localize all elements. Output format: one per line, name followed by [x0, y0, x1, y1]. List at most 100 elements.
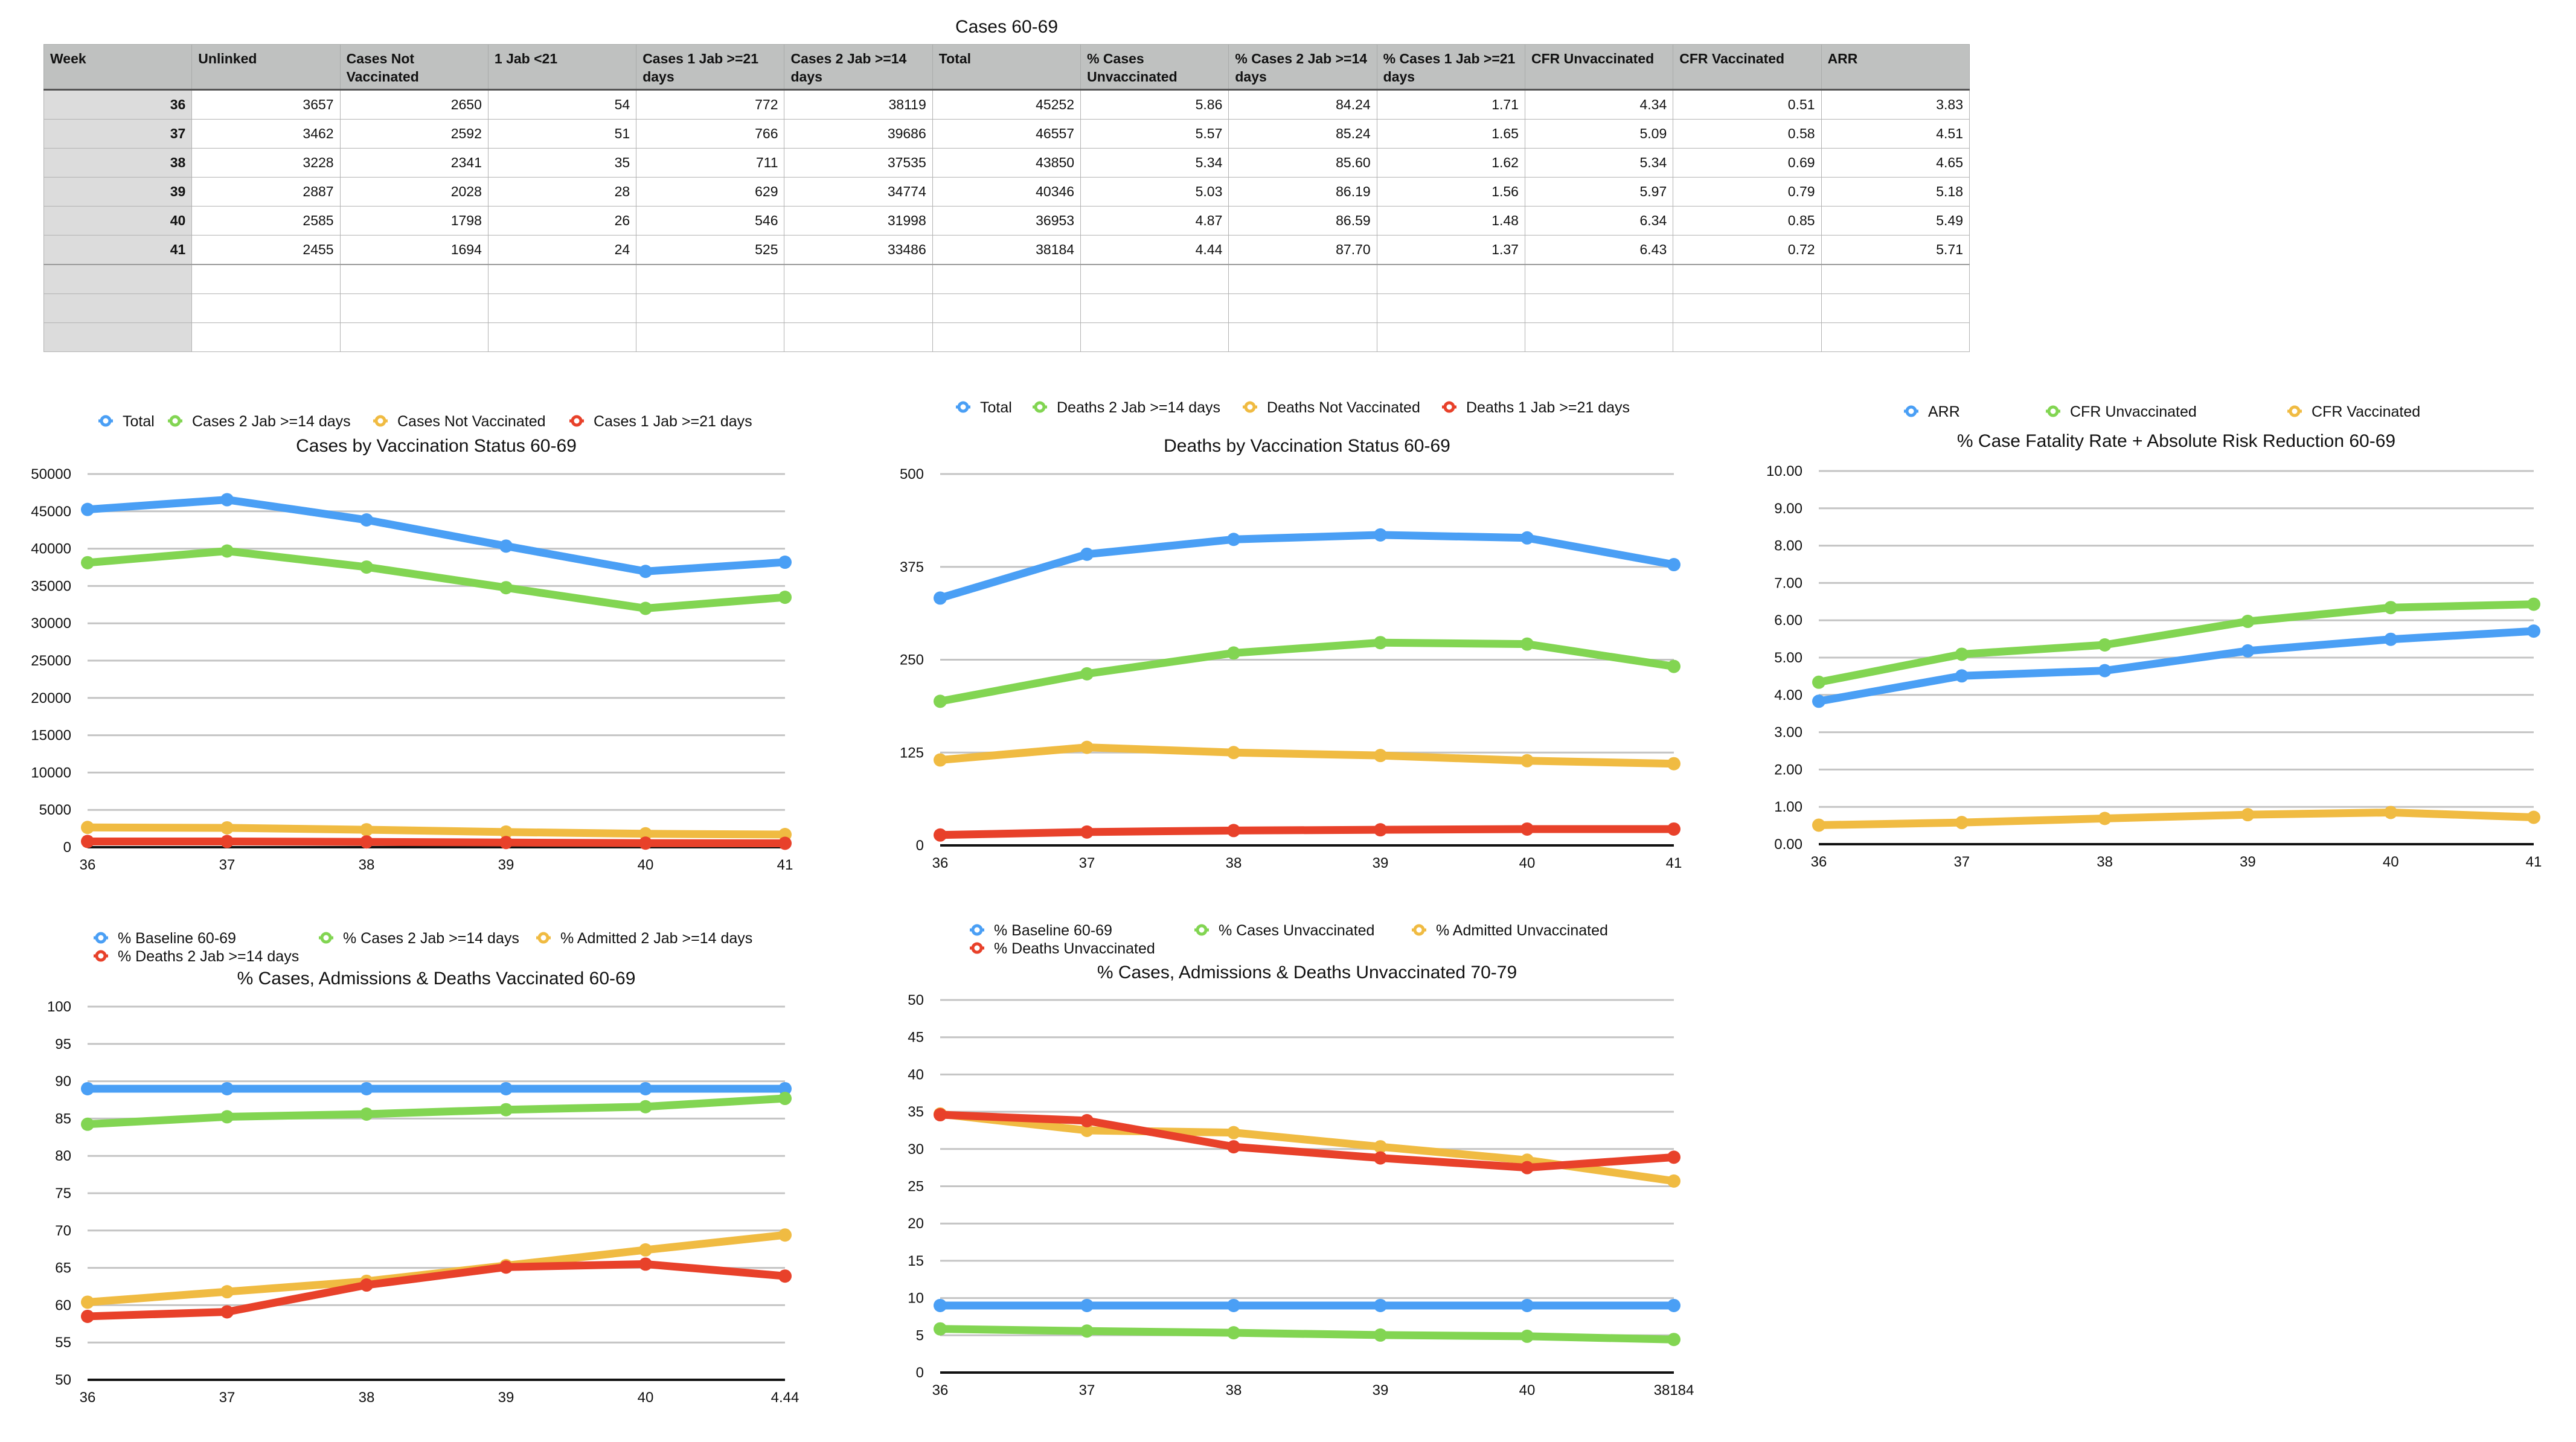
data-point[interactable] [1667, 1150, 1680, 1164]
data-point[interactable] [499, 836, 513, 850]
empty-cell[interactable] [1228, 293, 1377, 323]
table-cell[interactable]: 26 [487, 206, 637, 236]
legend-item[interactable]: Cases 1 Jab >=21 days [569, 413, 752, 430]
data-point[interactable] [1955, 669, 1969, 683]
data-point[interactable] [1667, 822, 1680, 836]
table-cell[interactable]: 38119 [784, 89, 933, 120]
table-cell[interactable]: 0.72 [1673, 235, 1822, 265]
data-point[interactable] [2241, 615, 2255, 629]
empty-cell[interactable] [487, 322, 637, 352]
empty-cell[interactable] [43, 322, 193, 352]
legend-item[interactable]: % Admitted Unvaccinated [1412, 922, 1608, 939]
empty-cell[interactable] [1080, 293, 1229, 323]
data-point[interactable] [2384, 632, 2398, 646]
table-cell[interactable]: 5.18 [1821, 177, 1970, 207]
empty-cell[interactable] [487, 264, 637, 294]
data-point[interactable] [639, 1243, 652, 1257]
empty-cell[interactable] [1821, 264, 1970, 294]
legend-item[interactable]: Cases Not Vaccinated [373, 413, 546, 430]
table-cell[interactable]: 1694 [339, 235, 489, 265]
week-cell[interactable]: 36 [43, 89, 193, 120]
data-point[interactable] [639, 827, 652, 841]
data-point[interactable] [220, 1305, 234, 1319]
data-point[interactable] [1227, 1126, 1240, 1139]
table-cell[interactable]: 39686 [784, 119, 933, 149]
legend-item[interactable]: CFR Vaccinated [2287, 403, 2420, 420]
column-header[interactable]: % Cases 2 Jab >=14 days [1228, 44, 1377, 91]
data-point[interactable] [1667, 1298, 1680, 1312]
table-cell[interactable]: 86.59 [1228, 206, 1377, 236]
empty-cell[interactable] [932, 293, 1081, 323]
data-point[interactable] [1227, 1298, 1240, 1312]
week-cell[interactable]: 41 [43, 235, 193, 265]
data-point[interactable] [499, 581, 513, 595]
empty-cell[interactable] [1376, 293, 1525, 323]
table-cell[interactable]: 0.58 [1673, 119, 1822, 149]
data-point[interactable] [778, 591, 792, 604]
data-point[interactable] [1812, 694, 1825, 708]
column-header[interactable]: Total [932, 44, 1081, 91]
table-cell[interactable]: 1798 [339, 206, 489, 236]
data-point[interactable] [81, 502, 94, 516]
table-cell[interactable]: 24 [487, 235, 637, 265]
data-point[interactable] [2527, 597, 2540, 611]
table-cell[interactable]: 2028 [339, 177, 489, 207]
data-point[interactable] [1955, 816, 1969, 830]
data-point[interactable] [2527, 624, 2540, 638]
data-point[interactable] [360, 835, 373, 849]
data-point[interactable] [1374, 749, 1387, 763]
table-cell[interactable]: 6.43 [1524, 235, 1674, 265]
table-cell[interactable]: 5.34 [1524, 148, 1674, 178]
table-cell[interactable]: 766 [636, 119, 785, 149]
data-point[interactable] [1667, 659, 1680, 673]
data-point[interactable] [220, 493, 234, 507]
data-point[interactable] [1080, 1298, 1094, 1312]
data-point[interactable] [934, 591, 947, 605]
empty-cell[interactable] [784, 293, 933, 323]
empty-cell[interactable] [1376, 322, 1525, 352]
table-cell[interactable]: 3657 [191, 89, 341, 120]
table-cell[interactable]: 85.24 [1228, 119, 1377, 149]
data-point[interactable] [1667, 1333, 1680, 1347]
data-point[interactable] [81, 835, 94, 848]
legend-item[interactable]: ARR [1904, 403, 1960, 420]
data-point[interactable] [1227, 646, 1240, 660]
data-point[interactable] [360, 1082, 373, 1095]
empty-cell[interactable] [487, 293, 637, 323]
column-header[interactable]: % Cases Unvaccinated [1080, 44, 1229, 91]
table-cell[interactable]: 86.19 [1228, 177, 1377, 207]
legend-item[interactable]: Total [98, 413, 155, 430]
empty-cell[interactable] [191, 264, 341, 294]
empty-cell[interactable] [932, 322, 1081, 352]
data-point[interactable] [360, 513, 373, 527]
empty-cell[interactable] [339, 322, 489, 352]
data-point[interactable] [360, 1107, 373, 1121]
data-point[interactable] [934, 1108, 947, 1122]
data-point[interactable] [934, 694, 947, 708]
week-cell[interactable]: 38 [43, 148, 193, 178]
table-cell[interactable]: 5.49 [1821, 206, 1970, 236]
empty-cell[interactable] [1524, 293, 1674, 323]
table-cell[interactable]: 28 [487, 177, 637, 207]
data-point[interactable] [639, 601, 652, 615]
data-point[interactable] [2384, 806, 2398, 819]
table-cell[interactable]: 2341 [339, 148, 489, 178]
column-header[interactable]: Cases 1 Jab >=21 days [636, 44, 785, 91]
empty-cell[interactable] [339, 264, 489, 294]
table-cell[interactable]: 85.60 [1228, 148, 1377, 178]
data-point[interactable] [778, 1082, 792, 1095]
data-point[interactable] [1374, 823, 1387, 837]
legend-item[interactable]: Deaths 1 Jab >=21 days [1442, 399, 1630, 416]
data-point[interactable] [81, 821, 94, 835]
data-point[interactable] [220, 544, 234, 558]
empty-cell[interactable] [1673, 264, 1822, 294]
data-point[interactable] [1520, 1329, 1534, 1343]
data-point[interactable] [934, 828, 947, 842]
table-cell[interactable]: 4.34 [1524, 89, 1674, 120]
table-cell[interactable]: 5.09 [1524, 119, 1674, 149]
data-point[interactable] [1080, 1114, 1094, 1127]
table-cell[interactable]: 36953 [932, 206, 1081, 236]
data-point[interactable] [499, 825, 513, 839]
table-cell[interactable]: 1.37 [1376, 235, 1525, 265]
table-cell[interactable]: 45252 [932, 89, 1081, 120]
